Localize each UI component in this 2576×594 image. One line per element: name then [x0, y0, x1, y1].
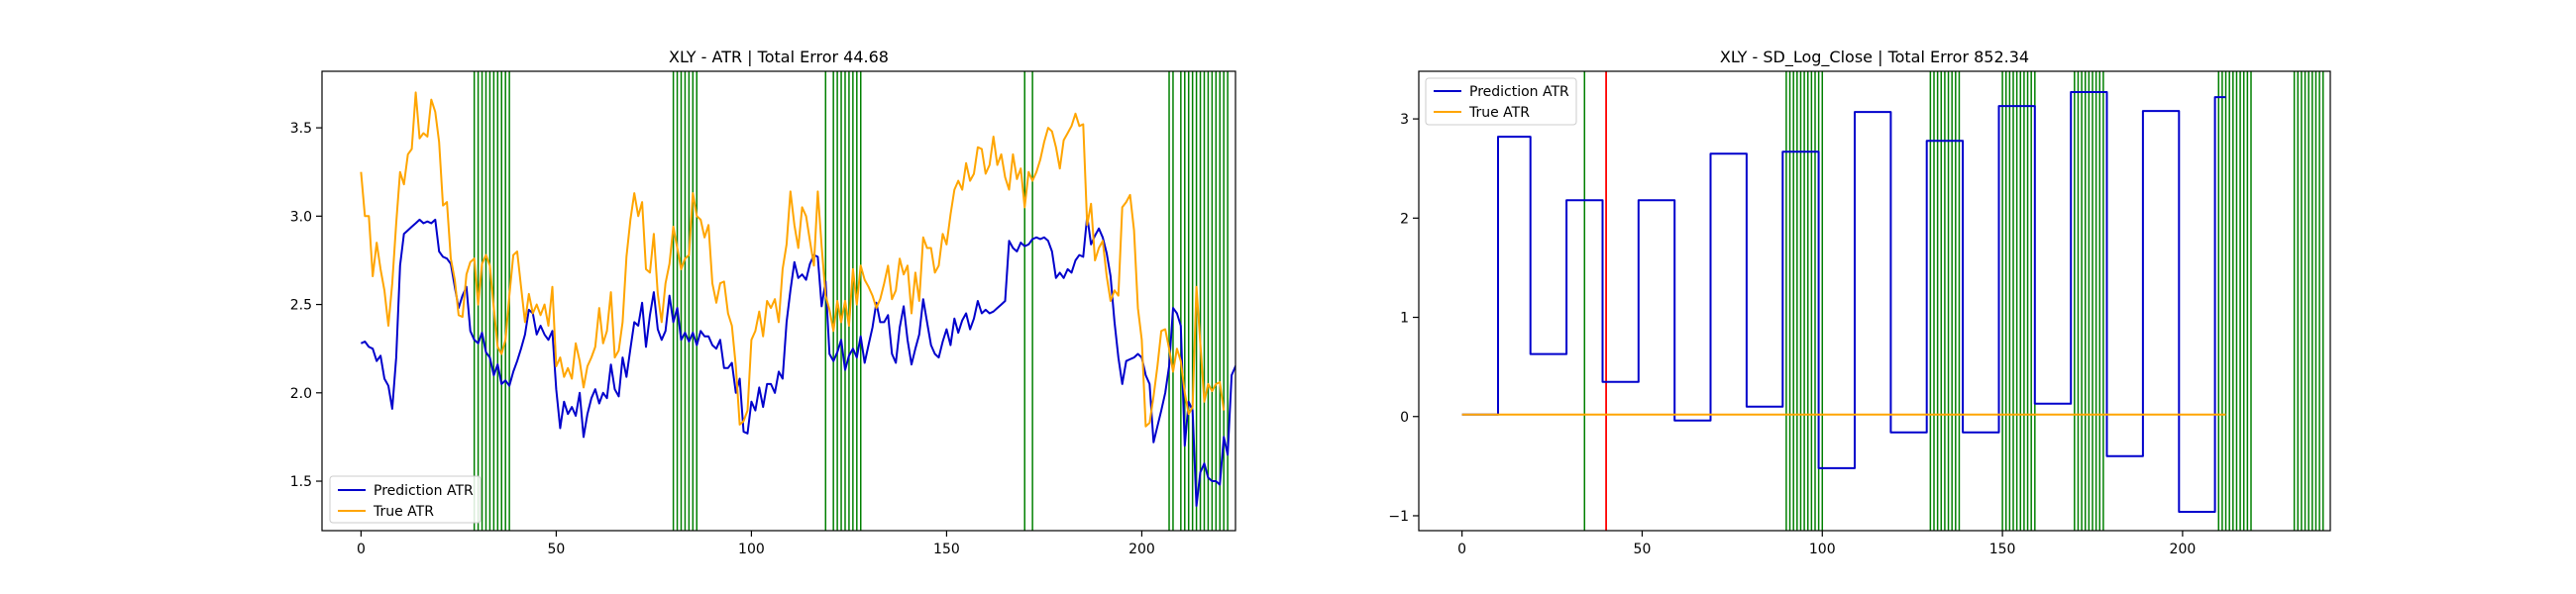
y-axis: 1.5 2.0 2.5 3.0 3.5 [290, 121, 322, 490]
x-tick-label: 0 [357, 542, 366, 557]
x-tick-label: 150 [1989, 542, 2016, 557]
y-tick-label: 2 [1400, 211, 1409, 227]
legend-label-true: True ATR [373, 504, 434, 520]
chart-sd-log-close: XLY - SD_Log_Close | Total Error 852.34 … [1388, 48, 2331, 557]
legend-box [329, 475, 482, 524]
chart-atr: XLY - ATR | Total Error 44.68 0 50 100 150 2… [290, 48, 1236, 557]
plot-frame [1418, 70, 2331, 532]
y-tick-label: 3.0 [290, 209, 312, 225]
x-axis: 0 50 100 150 200 [1457, 531, 2196, 557]
anomaly-markers [473, 71, 1229, 531]
x-tick-label: 100 [738, 542, 765, 557]
anomaly-markers [1583, 71, 2324, 531]
y-tick-label: 1 [1400, 311, 1409, 327]
legend-label-prediction: Prediction ATR [1469, 84, 1569, 100]
x-tick-label: 200 [1128, 542, 1155, 557]
y-tick-label: 0 [1400, 410, 1409, 426]
y-tick-label: 3.5 [290, 121, 312, 137]
x-axis: 0 50 100 150 200 [357, 531, 1155, 557]
x-tick-label: 200 [2170, 542, 2197, 557]
x-tick-label: 150 [933, 542, 960, 557]
legend-label-true: True ATR [1468, 105, 1530, 121]
y-tick-label: −1 [1388, 509, 1409, 525]
y-tick-label: 3 [1400, 112, 1409, 128]
legend: Prediction ATR True ATR [1425, 77, 1577, 126]
y-tick-label: 1.5 [290, 474, 312, 490]
x-tick-label: 100 [1809, 542, 1836, 557]
legend-box [1425, 77, 1577, 126]
chart-title: XLY - ATR | Total Error 44.68 [669, 48, 889, 66]
x-tick-label: 50 [547, 542, 565, 557]
legend-label-prediction: Prediction ATR [374, 483, 474, 499]
series-lines [360, 91, 1235, 507]
series-line-prediction-atr [360, 215, 1235, 507]
x-tick-label: 50 [1634, 542, 1652, 557]
series-line-true-atr [360, 91, 1226, 428]
series-line-prediction-atr [1461, 91, 2226, 513]
y-tick-label: 2.0 [290, 386, 312, 402]
series-lines [1461, 91, 2226, 513]
y-tick-label: 2.5 [290, 298, 312, 314]
legend: Prediction ATR True ATR [329, 475, 482, 524]
chart-title: XLY - SD_Log_Close | Total Error 852.34 [1720, 48, 2029, 67]
plot-frame [321, 70, 1236, 532]
x-tick-label: 0 [1457, 542, 1466, 557]
y-axis: −1 0 1 2 3 [1388, 112, 1419, 525]
